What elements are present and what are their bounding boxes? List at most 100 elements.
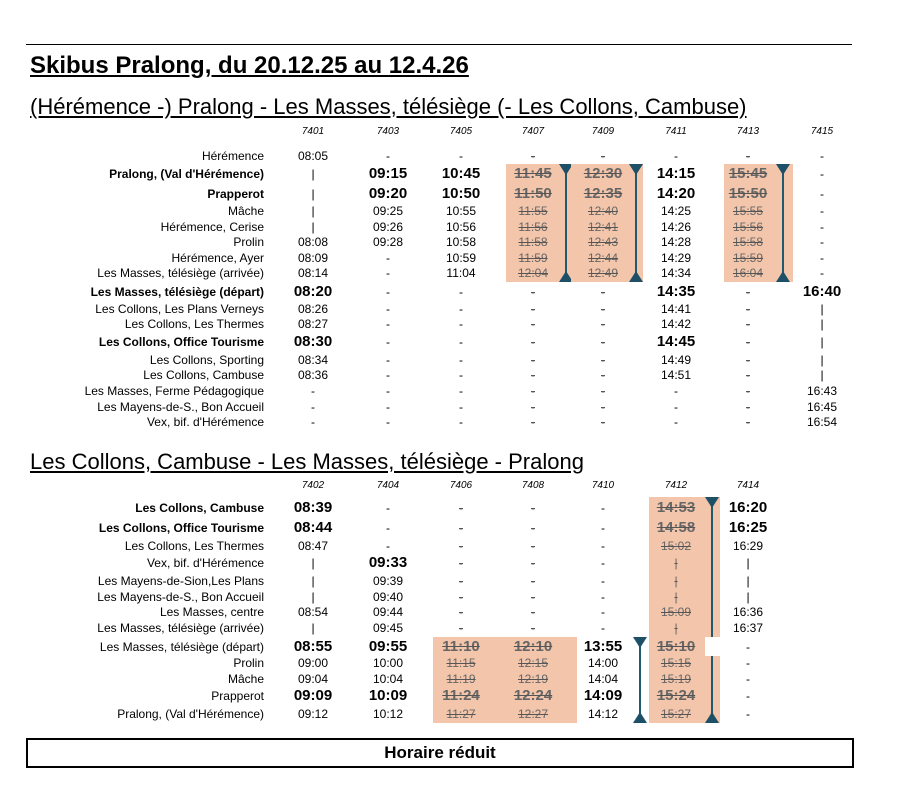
departure-time: -: [459, 574, 463, 588]
departure-time: -: [459, 539, 463, 553]
departure-time: 16:29: [732, 539, 764, 553]
departure-time: 16:54: [806, 415, 838, 429]
departure-time: -: [459, 149, 463, 163]
departure-time: -: [601, 285, 605, 299]
departure-time: |: [311, 621, 315, 635]
departure-time: 08:34: [297, 353, 329, 367]
departure-time: -: [820, 251, 824, 265]
departure-time: 15:09: [660, 605, 692, 619]
departure-time: 14:28: [660, 235, 692, 249]
departure-time: -: [386, 251, 390, 265]
departure-time: -: [459, 368, 463, 382]
departure-time: -: [311, 400, 315, 414]
departure-time: 16:04: [732, 266, 764, 280]
departure-time: -: [674, 415, 678, 429]
departure-time: |: [746, 556, 750, 570]
departure-time: -: [601, 521, 605, 535]
departure-time: 08:36: [297, 368, 329, 382]
departure-time: -: [531, 285, 535, 299]
arrow-down-icon: [629, 164, 643, 175]
page-title: Skibus Pralong, du 20.12.25 au 12.4.26: [30, 52, 469, 79]
departure-time: -: [459, 621, 463, 635]
departure-time: 08:39: [293, 499, 333, 516]
stop-name: Les Collons, Office Tourisme: [98, 335, 264, 349]
departure-time: |: [311, 220, 315, 234]
departure-time: 08:47: [297, 539, 329, 553]
departure-time: 11:56: [518, 220, 548, 234]
departure-time: 11:55: [518, 204, 548, 218]
departure-time: 11:15: [446, 656, 476, 670]
stop-name: Les Collons, Les Plans Verneys: [95, 302, 264, 316]
departure-time: |: [820, 368, 824, 382]
departure-time: -: [746, 149, 750, 163]
departure-time: 08:44: [293, 519, 333, 536]
table-2-heading: Les Collons, Cambuse - Les Masses, télés…: [30, 449, 584, 474]
departure-time: -: [746, 302, 750, 316]
departure-time: -: [531, 302, 535, 316]
departure-time: 08:20: [293, 283, 333, 300]
departure-time: -: [531, 400, 535, 414]
departure-time: -: [746, 415, 750, 429]
departure-time: 09:55: [368, 638, 408, 655]
departure-time: 15:02: [660, 539, 692, 553]
departure-time: 08:14: [297, 266, 329, 280]
departure-time: -: [746, 285, 750, 299]
departure-time: 14:45: [656, 333, 696, 350]
departure-time: -: [601, 335, 605, 349]
departure-time: 08:54: [297, 605, 329, 619]
departure-time: -: [601, 384, 605, 398]
cancelled-trip-shade: [433, 637, 505, 723]
departure-time: 14:49: [660, 353, 692, 367]
departure-time: |: [311, 167, 315, 181]
departure-time: 11:27: [446, 707, 476, 721]
departure-time: 14:29: [660, 251, 692, 265]
departure-time: 10:12: [372, 707, 404, 721]
departure-time: 12:10: [513, 638, 553, 655]
departure-time: |: [820, 335, 824, 349]
departure-time: |: [820, 317, 824, 331]
departure-time: 09:39: [372, 574, 404, 588]
departure-time: -: [311, 384, 315, 398]
departure-time: -: [601, 590, 605, 604]
trip-span-line: [782, 168, 784, 278]
trip-number: 7411: [665, 126, 687, 137]
arrow-up-icon: [633, 712, 647, 723]
departure-time: 09:44: [372, 605, 404, 619]
departure-time: -: [820, 149, 824, 163]
departure-time: 11:24: [442, 687, 480, 704]
departure-time: |: [311, 556, 315, 570]
departure-time: 14:58: [656, 519, 696, 536]
departure-time: -: [386, 266, 390, 280]
stop-name: Prapperot: [211, 689, 264, 703]
departure-time: 09:26: [372, 220, 404, 234]
departure-time: -: [386, 285, 390, 299]
trip-number: 7413: [736, 126, 760, 137]
stop-name: Vex, bif. d'Hérémence: [146, 415, 264, 429]
departure-time: 09:04: [297, 672, 329, 686]
departure-time: 09:45: [372, 621, 404, 635]
departure-time: 15:50: [728, 185, 768, 202]
departure-time: -: [674, 400, 678, 414]
stop-name: Les Collons, Les Thermes: [124, 317, 264, 331]
stop-name: Les Collons, Cambuse: [135, 501, 264, 515]
departure-time: -: [746, 353, 750, 367]
departure-time: 12:40: [587, 204, 619, 218]
departure-time: -: [311, 415, 315, 429]
stop-name: Les Masses, télésiège (arrivée): [97, 621, 264, 635]
departure-time: -: [601, 302, 605, 316]
departure-time: 16:20: [728, 499, 768, 516]
stop-name: Pralong, (Val d'Hérémence): [117, 707, 264, 721]
departure-time: 10:50: [441, 185, 481, 202]
stop-name: Les Masses, centre: [159, 605, 264, 619]
departure-time: -: [531, 605, 535, 619]
departure-time: -: [459, 353, 463, 367]
departure-time: 14:04: [587, 672, 619, 686]
departure-time: 15:56: [732, 220, 764, 234]
departure-time: -: [746, 707, 750, 721]
departure-time: -: [386, 400, 390, 414]
departure-time: 13:55: [583, 638, 623, 655]
cancelled-trip-shade: [571, 164, 643, 282]
departure-time: 12:27: [517, 707, 549, 721]
departure-time: 14:20: [656, 185, 696, 202]
